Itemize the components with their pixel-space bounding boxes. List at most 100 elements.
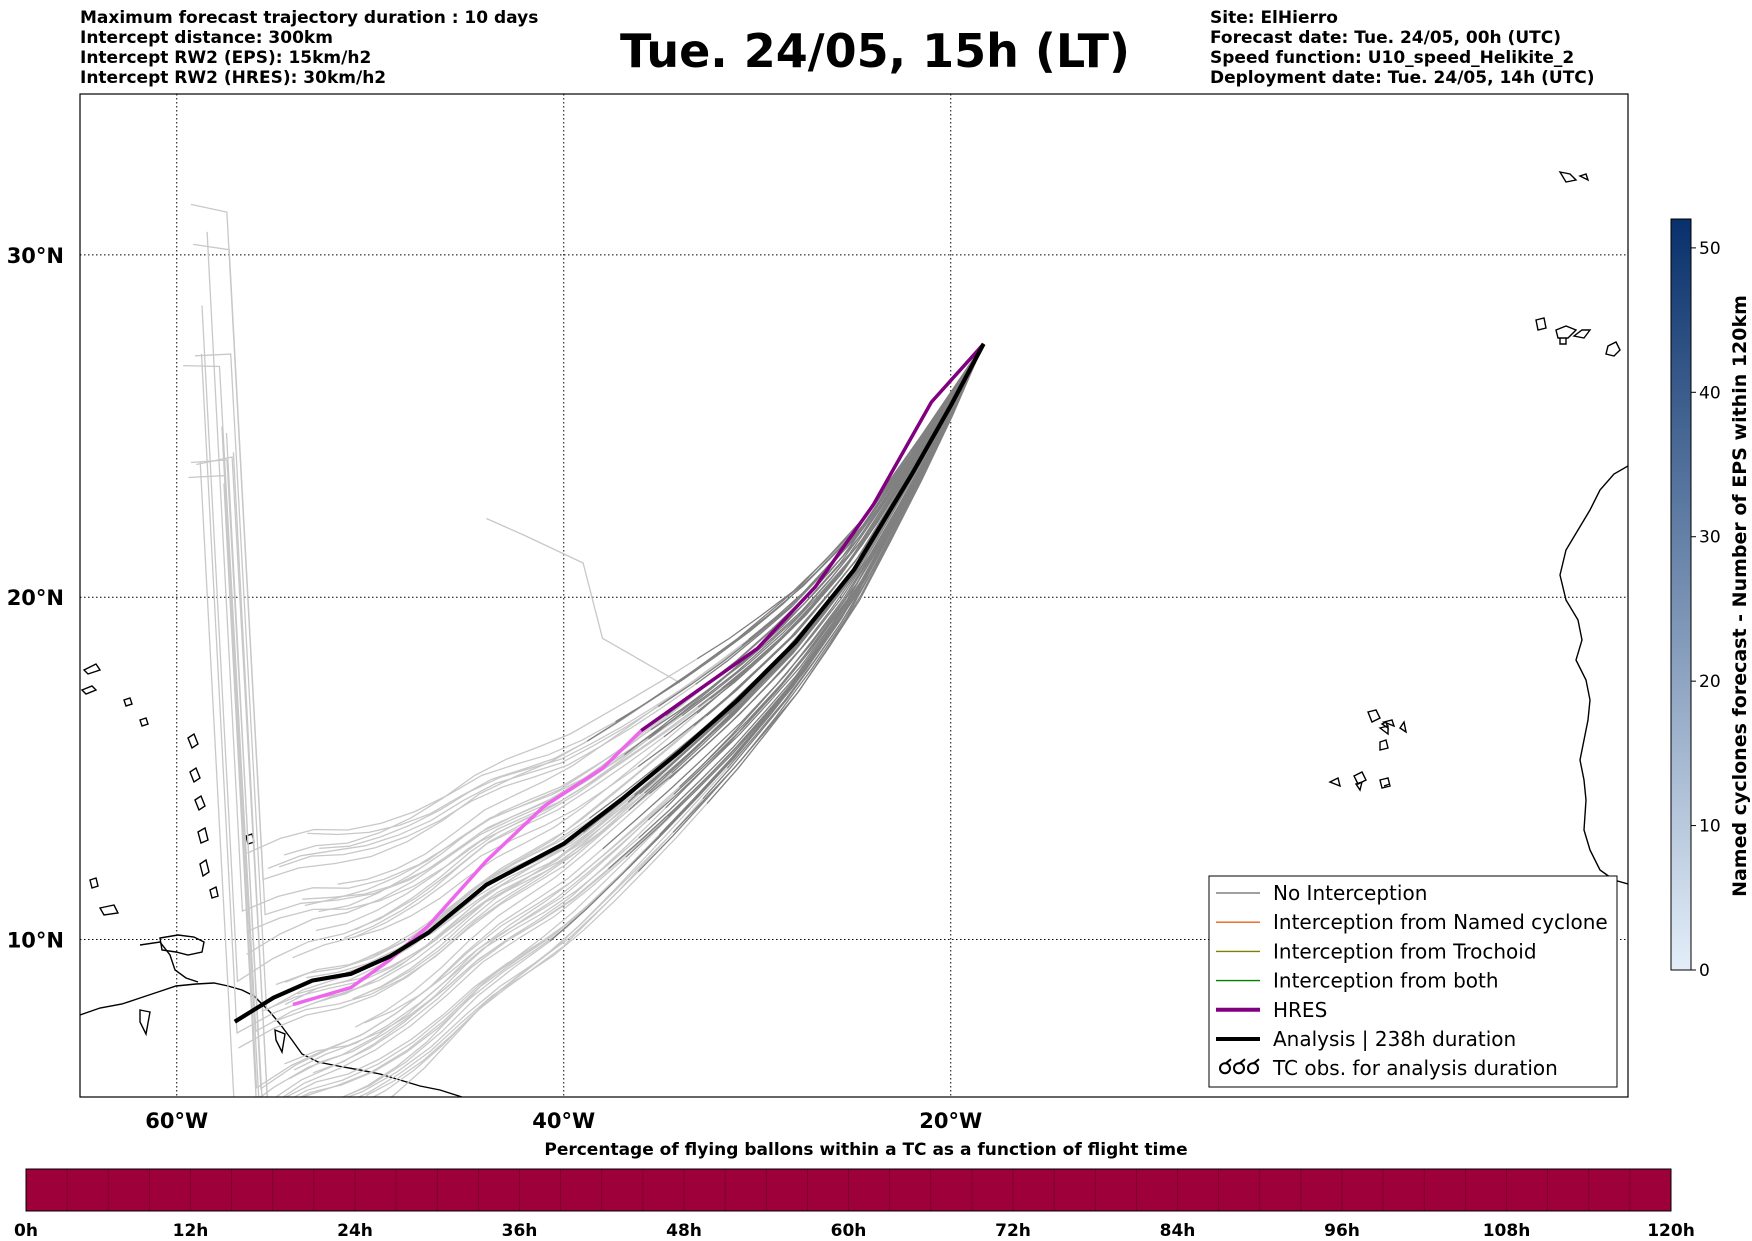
bottom-colorbar-tick-label: 24h bbox=[337, 1221, 373, 1241]
eps-track-early bbox=[315, 698, 711, 932]
colorbar-tick-label: 10 bbox=[1699, 817, 1721, 837]
coastline-island-b bbox=[139, 1009, 151, 1037]
legend-entry: No Interception bbox=[1216, 881, 1427, 905]
eps-track-early bbox=[273, 809, 630, 1023]
eps-track-early bbox=[354, 778, 670, 1028]
legend-label: HRES bbox=[1273, 998, 1327, 1022]
eps-track-late bbox=[624, 343, 985, 756]
lon-tick-label: 20°W bbox=[919, 1109, 982, 1133]
tc-symbol-tail bbox=[1225, 1058, 1232, 1064]
eps-track-early bbox=[188, 474, 551, 1097]
eps-track-early bbox=[293, 837, 640, 1071]
eps-track-early bbox=[247, 721, 616, 854]
eps-track-early bbox=[365, 798, 704, 1097]
eps-track-late bbox=[696, 343, 985, 714]
lon-tick-label: 60°W bbox=[145, 1109, 208, 1133]
hres-track bbox=[640, 342, 985, 733]
legend-label: Analysis | 238h duration bbox=[1273, 1027, 1516, 1051]
bottom-colorbar-title: Percentage of flying ballons within a TC… bbox=[544, 1140, 1187, 1160]
eps-track-early bbox=[246, 738, 649, 933]
bottom-colorbar: Percentage of flying ballons within a TC… bbox=[14, 1140, 1695, 1241]
tc-symbol-icon bbox=[1247, 1062, 1259, 1075]
map-tick-labels: 10°N 20°N 30°N 60°W 40°W 20°W bbox=[7, 244, 983, 1133]
eps-track-outlier bbox=[486, 517, 681, 684]
tc-symbol-icon bbox=[1219, 1062, 1231, 1075]
eps-track-late bbox=[625, 343, 985, 858]
eps-track-early bbox=[225, 432, 675, 1090]
bottom-colorbar-tick-label: 120h bbox=[1647, 1221, 1695, 1241]
colorbar-ticks: 0 10 20 30 40 50 bbox=[1691, 239, 1721, 981]
coastline-madeira bbox=[1558, 171, 1590, 183]
legend-entry: Analysis | 238h duration bbox=[1216, 1027, 1516, 1051]
header-right-info: Site: ElHierro Forecast date: Tue. 24/05… bbox=[1210, 8, 1595, 88]
eps-track-early bbox=[200, 353, 629, 1035]
legend-label: No Interception bbox=[1273, 881, 1427, 905]
eps-track-early bbox=[288, 815, 669, 1080]
bottom-colorbar-tick-label: 108h bbox=[1483, 1221, 1531, 1241]
tc-symbol-tail bbox=[1253, 1058, 1260, 1064]
eps-track-late bbox=[681, 343, 985, 717]
bottom-colorbar-tick-label: 0h bbox=[14, 1221, 38, 1241]
header-left-line: Intercept distance: 300km bbox=[80, 28, 333, 48]
header-right-line: Site: ElHierro bbox=[1210, 8, 1338, 28]
eps-tracks-early bbox=[183, 203, 755, 1097]
eps-track-late bbox=[615, 343, 985, 723]
eps-track-early bbox=[221, 426, 604, 1089]
colorbar-tick-label: 50 bbox=[1699, 239, 1721, 259]
map-area: 10°N 20°N 30°N 60°W 40°W 20°W bbox=[7, 93, 1629, 1133]
eps-track-early bbox=[372, 767, 728, 1097]
colorbar-tick-label: 40 bbox=[1699, 383, 1721, 403]
trajectory-tracks bbox=[183, 203, 986, 1097]
eps-track-early bbox=[390, 831, 674, 1097]
legend-entry: HRES bbox=[1216, 998, 1327, 1022]
header-right-line: Deployment date: Tue. 24/05, 14h (UTC) bbox=[1210, 68, 1595, 88]
eps-track-early bbox=[201, 305, 665, 983]
eps-track-early bbox=[194, 353, 590, 1011]
legend-entry: Interception from Trochoid bbox=[1216, 939, 1537, 963]
coastline-island-c bbox=[274, 1028, 286, 1055]
eps-track-early bbox=[223, 483, 639, 1097]
eps-track-late bbox=[701, 343, 985, 766]
tc-symbol-icon bbox=[1233, 1062, 1245, 1075]
legend-label: Interception from Trochoid bbox=[1273, 939, 1537, 963]
legend-entry: Interception from Named cyclone bbox=[1216, 910, 1608, 934]
analysis-track bbox=[233, 342, 986, 1024]
header-right-line: Forecast date: Tue. 24/05, 00h (UTC) bbox=[1210, 28, 1561, 48]
legend-label: TC obs. for analysis duration bbox=[1272, 1056, 1558, 1080]
header-left-line: Maximum forecast trajectory duration : 1… bbox=[80, 8, 539, 28]
eps-track-early bbox=[352, 793, 641, 1000]
coastline-island-a bbox=[98, 904, 120, 916]
eps-track-late bbox=[643, 343, 985, 741]
eps-track-early bbox=[275, 725, 695, 986]
eps-track-early bbox=[304, 739, 645, 907]
eps-track-early bbox=[190, 459, 660, 1097]
coastline-africa bbox=[1559, 465, 1628, 885]
colorbar-tick-label: 30 bbox=[1699, 528, 1721, 548]
bottom-colorbar-bar bbox=[25, 1168, 1672, 1212]
eps-track-early bbox=[292, 766, 639, 959]
map-title: Tue. 24/05, 15h (LT) bbox=[620, 24, 1130, 78]
header-left-info: Maximum forecast trajectory duration : 1… bbox=[80, 8, 538, 88]
legend-label: Interception from Named cyclone bbox=[1273, 910, 1608, 934]
bottom-colorbar-tick-label: 84h bbox=[1160, 1221, 1196, 1241]
eps-track-early bbox=[267, 705, 659, 870]
eps-track-early bbox=[312, 819, 649, 1074]
coastline-cape-verde bbox=[1328, 709, 1408, 792]
eps-track-early bbox=[183, 364, 584, 1033]
tc-symbol-tail bbox=[1239, 1058, 1246, 1064]
eps-track-early bbox=[337, 638, 750, 885]
lat-tick-label: 20°N bbox=[7, 586, 64, 610]
bottom-colorbar-tick-label: 96h bbox=[1324, 1221, 1360, 1241]
graticule bbox=[80, 94, 1628, 1097]
colorbar-gradient bbox=[1670, 218, 1692, 971]
lat-tick-label: 10°N bbox=[7, 929, 64, 953]
lon-tick-label: 40°W bbox=[532, 1109, 595, 1133]
bottom-colorbar-tick-label: 36h bbox=[502, 1221, 538, 1241]
header-left-line: Intercept RW2 (EPS): 15km/h2 bbox=[80, 48, 372, 68]
bottom-colorbar-tick-label: 60h bbox=[831, 1221, 867, 1241]
eps-track-late bbox=[658, 343, 985, 707]
colorbar-tick-label: 20 bbox=[1699, 672, 1721, 692]
eps-track-late bbox=[647, 343, 985, 821]
colorbar-tick-label: 0 bbox=[1699, 961, 1710, 981]
